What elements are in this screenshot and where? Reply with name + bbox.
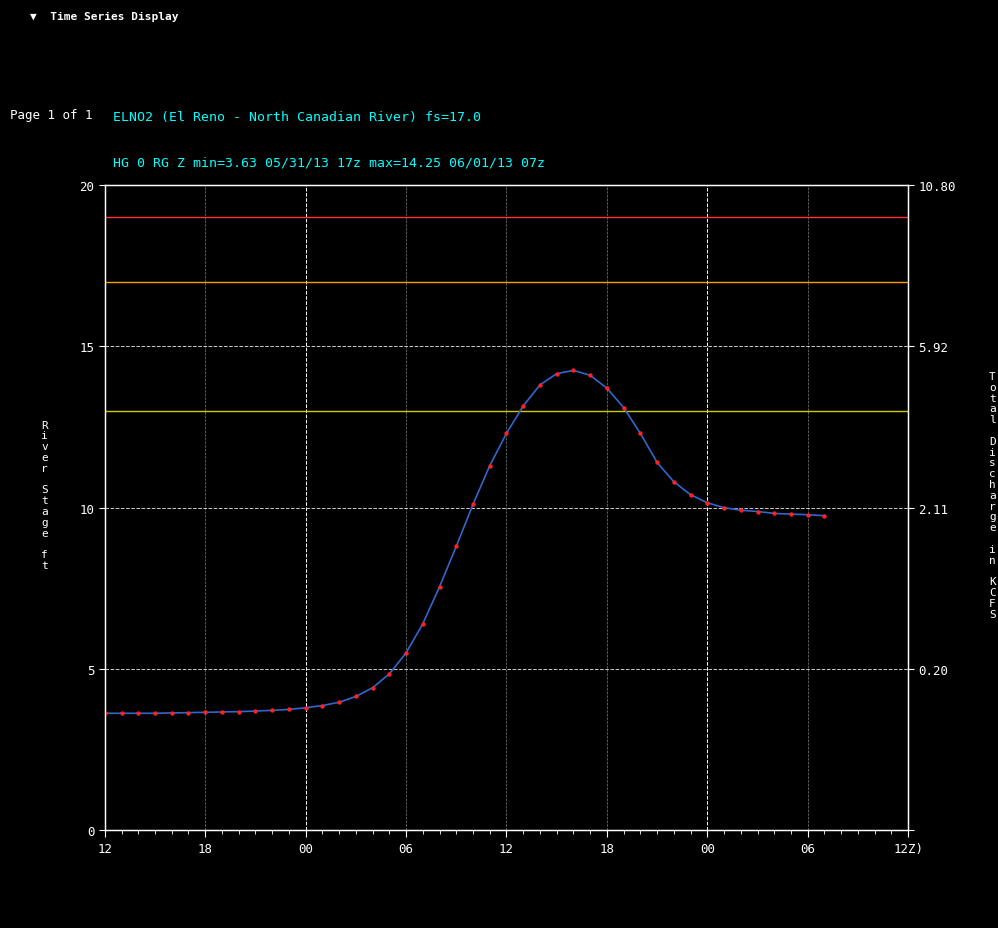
Point — [448, 539, 464, 554]
Text: HG 0 RG Z min=3.63 05/31/13 17z max=14.25 06/01/13 07z: HG 0 RG Z min=3.63 05/31/13 17z max=14.2… — [113, 157, 545, 170]
Point — [164, 706, 180, 721]
Point — [766, 507, 782, 522]
Point — [381, 666, 397, 681]
Point — [181, 705, 197, 720]
Point — [147, 706, 163, 721]
Point — [348, 690, 364, 704]
Point — [482, 458, 498, 473]
Point — [749, 505, 765, 520]
Text: File   PgDown   PgUp   Graph   Options   Edit: File PgDown PgUp Graph Options Edit — [10, 45, 330, 58]
Point — [231, 704, 247, 719]
Point — [364, 680, 380, 695]
Text: ELNO2 (El Reno - North Canadian River) fs=17.0: ELNO2 (El Reno - North Canadian River) f… — [113, 111, 481, 124]
Text: Page 1 of 1: Page 1 of 1 — [10, 109, 93, 122]
Point — [616, 401, 632, 416]
Point — [198, 705, 214, 720]
Point — [783, 507, 799, 522]
Point — [264, 703, 280, 718]
Point — [114, 706, 130, 721]
Point — [398, 646, 414, 661]
Point — [131, 706, 147, 721]
Point — [549, 367, 565, 381]
Point — [717, 501, 733, 516]
Text: □  X: □ X — [958, 12, 982, 21]
Text: ▼  Time Series Display: ▼ Time Series Display — [30, 12, 179, 21]
Point — [431, 580, 447, 595]
Point — [816, 509, 832, 523]
Point — [214, 704, 230, 719]
Point — [532, 378, 548, 393]
Point — [297, 701, 313, 715]
Point — [649, 456, 665, 470]
Point — [97, 706, 113, 721]
Point — [465, 497, 481, 512]
Point — [666, 475, 682, 490]
Point — [733, 503, 748, 518]
Point — [248, 703, 263, 718]
Point — [683, 488, 699, 503]
Point — [280, 702, 296, 717]
Point — [799, 508, 815, 522]
Point — [415, 617, 431, 632]
Point — [633, 427, 649, 442]
Text: R
i
v
e
r
 
S
t
a
g
e
 
f
t: R i v e r S t a g e f t — [41, 420, 48, 571]
Point — [498, 427, 515, 442]
Point — [331, 695, 347, 710]
Point — [515, 399, 531, 414]
Point — [599, 381, 615, 396]
Point — [566, 364, 582, 379]
Text: T
o
t
a
l
 
D
i
s
c
h
a
r
g
e
 
i
n
 
K
C
F
S: T o t a l D i s c h a r g e i n K C F S — [989, 371, 996, 619]
Point — [700, 496, 716, 510]
Point — [582, 368, 598, 383]
Point — [314, 699, 330, 714]
